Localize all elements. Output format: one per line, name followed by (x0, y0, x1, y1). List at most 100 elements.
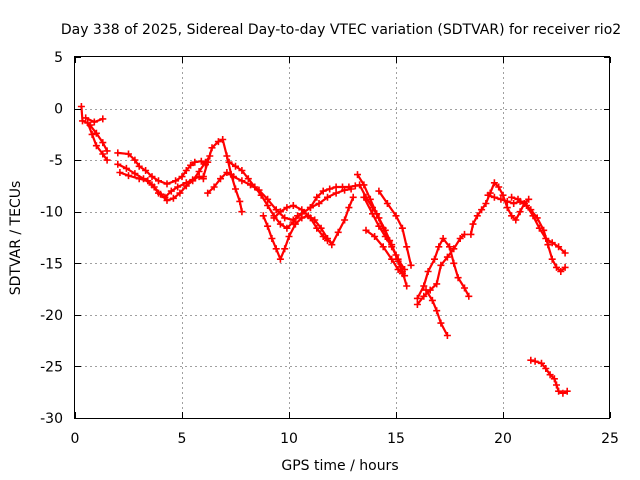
data-point (540, 226, 548, 234)
data-point (482, 200, 490, 207)
data-point (178, 173, 186, 181)
data-point (461, 230, 468, 238)
data-point (135, 175, 143, 183)
data-point (144, 177, 152, 185)
series-sat-r (413, 230, 468, 308)
data-point (182, 167, 190, 174)
data-point (381, 233, 389, 240)
data-point (92, 129, 100, 137)
data-point (99, 139, 107, 147)
data-point (135, 162, 143, 170)
data-point (467, 230, 475, 238)
y-tick-label: -25 (40, 359, 63, 375)
data-point (433, 307, 441, 315)
data-point (435, 243, 443, 251)
series-sat-w (508, 193, 569, 275)
data-point (497, 195, 505, 203)
data-point (298, 206, 306, 214)
data-point (550, 375, 558, 383)
data-point (456, 235, 464, 242)
data-point (351, 182, 359, 190)
data-point (394, 266, 402, 273)
data-point (490, 179, 498, 187)
data-point (326, 185, 334, 193)
data-point (557, 268, 565, 275)
data-point (150, 183, 158, 191)
data-point (276, 220, 284, 228)
x-tick-label: 10 (280, 431, 298, 447)
data-point (478, 206, 486, 214)
series-sat-k (270, 202, 331, 245)
data-point (148, 173, 156, 181)
data-point (125, 150, 132, 158)
data-point (92, 142, 100, 150)
data-point (172, 177, 180, 185)
data-point (272, 206, 280, 214)
data-point (298, 214, 306, 222)
data-point (225, 158, 233, 166)
data-point (403, 282, 411, 290)
data-point (446, 243, 453, 251)
data-point (413, 294, 421, 302)
data-point (232, 185, 239, 193)
data-point (422, 286, 430, 294)
data-point (542, 365, 550, 372)
data-point (214, 138, 222, 146)
data-point (238, 208, 246, 216)
series-track (364, 229, 406, 277)
series-sat-h (204, 169, 355, 224)
data-point (495, 183, 503, 191)
data-point (294, 212, 302, 220)
data-point (257, 191, 265, 199)
series-sat-s (413, 235, 473, 302)
data-point (450, 259, 458, 267)
data-point (232, 162, 239, 170)
data-point (272, 245, 280, 253)
data-point (531, 357, 539, 365)
data-point (341, 216, 349, 224)
data-point (499, 191, 507, 199)
data-point (439, 235, 447, 242)
data-point (259, 212, 267, 220)
data-point (437, 261, 445, 269)
data-point (332, 189, 340, 197)
data-point (210, 183, 218, 191)
data-point (315, 200, 323, 207)
data-point (508, 212, 516, 220)
series-sat-q (375, 187, 415, 269)
data-point (546, 371, 554, 379)
series-layer (77, 103, 571, 397)
data-point (561, 263, 569, 271)
data-point (182, 182, 190, 190)
series-track (202, 138, 243, 213)
data-point (324, 237, 331, 245)
data-point (131, 156, 139, 164)
data-point (169, 194, 177, 202)
data-point (428, 296, 436, 304)
data-point (433, 280, 441, 288)
data-point (276, 208, 284, 216)
data-point (324, 193, 331, 201)
data-point (197, 157, 205, 165)
data-point (283, 224, 291, 232)
data-point (559, 389, 567, 397)
data-point (238, 177, 246, 185)
data-point (99, 115, 107, 123)
data-point (383, 200, 391, 207)
data-point (270, 214, 278, 222)
data-point (392, 212, 400, 220)
data-point (251, 183, 259, 191)
data-point (345, 183, 353, 191)
data-point (375, 187, 383, 195)
data-point (527, 206, 535, 214)
data-point (283, 204, 291, 212)
data-point (375, 222, 383, 230)
series-sat-b (82, 114, 107, 126)
data-point (114, 149, 122, 157)
data-point (229, 173, 237, 181)
series-track (272, 204, 329, 242)
data-point (450, 245, 458, 253)
data-point (77, 103, 85, 110)
data-point (334, 228, 342, 236)
